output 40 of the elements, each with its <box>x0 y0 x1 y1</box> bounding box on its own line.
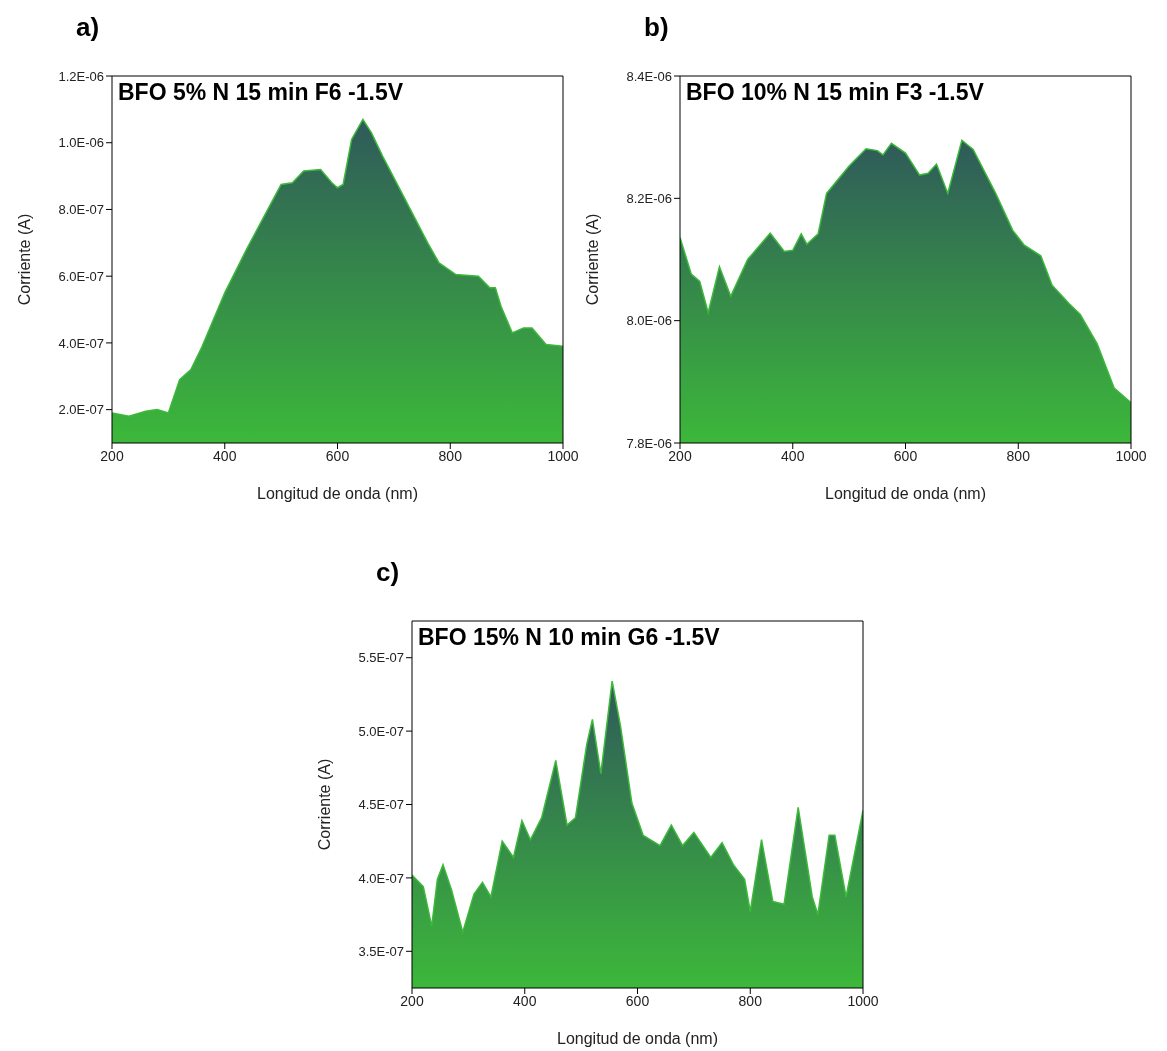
x-tick-label: 800 <box>1006 447 1031 464</box>
y-tick-label: 1.0E-06 <box>58 135 104 151</box>
x-tick-label: 800 <box>438 447 463 464</box>
x-axis-title: Longitud de onda (nm) <box>825 485 986 502</box>
y-axis-title: Corriente (A) <box>15 213 33 306</box>
x-tick-label: 1000 <box>847 992 879 1009</box>
chart-title: BFO 5% N 15 min F6 -1.5V <box>118 79 404 106</box>
y-tick-label: 8.4E-06 <box>626 68 672 84</box>
y-tick-label: 8.0E-07 <box>58 202 104 218</box>
x-tick-label: 1000 <box>1115 447 1147 464</box>
x-tick-label: 600 <box>625 992 650 1009</box>
x-tick-label: 800 <box>738 992 763 1009</box>
x-tick-label: 200 <box>400 992 424 1009</box>
x-tick-label: 400 <box>781 447 805 464</box>
y-axis-title: Corriente (A) <box>315 758 333 851</box>
y-tick-label: 2.0E-07 <box>58 402 104 418</box>
x-tick-label: 1000 <box>547 447 579 464</box>
x-tick-label: 200 <box>100 447 124 464</box>
text: c) <box>376 557 400 588</box>
chart-title: BFO 10% N 15 min F3 -1.5V <box>686 79 984 106</box>
y-tick-label: 4.0E-07 <box>58 335 104 351</box>
x-axis-title: Longitud de onda (nm) <box>557 1030 718 1047</box>
text: a) <box>76 12 100 43</box>
chart-title: BFO 15% N 10 min G6 -1.5V <box>418 624 720 651</box>
y-tick-label: 5.5E-07 <box>358 650 404 666</box>
text: b) <box>644 12 669 43</box>
y-tick-label: 3.5E-07 <box>358 943 404 959</box>
y-tick-label: 8.2E-06 <box>626 190 672 206</box>
y-axis-title: Corriente (A) <box>583 213 601 306</box>
y-tick-label: 1.2E-06 <box>58 68 104 84</box>
x-tick-label: 400 <box>213 447 237 464</box>
y-tick-label: 4.5E-07 <box>358 797 404 813</box>
x-tick-label: 600 <box>325 447 350 464</box>
y-tick-label: 5.0E-07 <box>358 723 404 739</box>
x-axis-title: Longitud de onda (nm) <box>257 485 418 502</box>
y-tick-label: 6.0E-07 <box>58 268 104 284</box>
x-tick-label: 400 <box>513 992 537 1009</box>
y-tick-label: 8.0E-06 <box>626 313 672 329</box>
y-tick-label: 4.0E-07 <box>358 870 404 886</box>
x-tick-label: 600 <box>893 447 918 464</box>
